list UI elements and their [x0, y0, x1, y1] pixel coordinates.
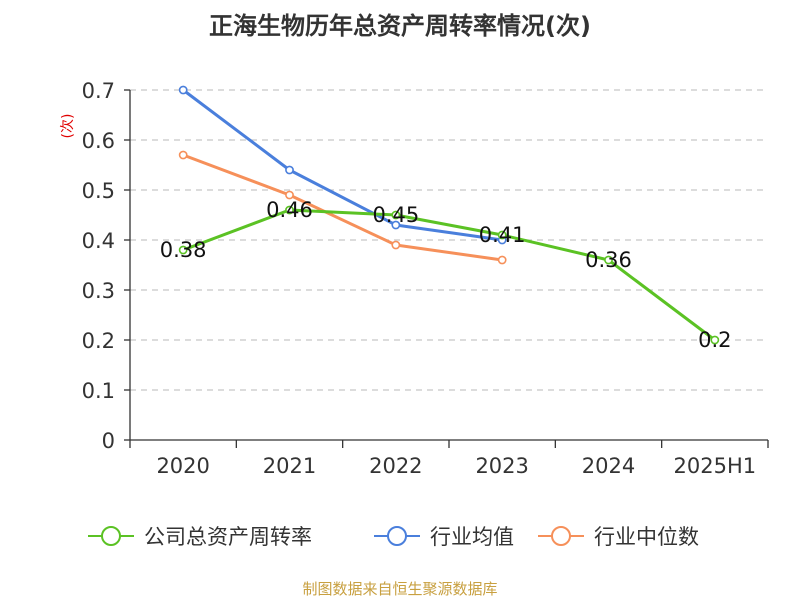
legend-item: 行业中位数: [538, 525, 699, 549]
data-label: 0.41: [479, 223, 526, 247]
data-label: 0.45: [372, 203, 419, 227]
y-tick-label: 0.6: [82, 129, 115, 153]
series-line: [181, 208, 717, 342]
y-tick-label: 0.3: [82, 279, 115, 303]
data-point: [391, 240, 401, 250]
legend-swatch-marker: [551, 526, 571, 546]
source-note: 制图数据来自恒生聚源数据库: [302, 580, 497, 598]
data-labels: 0.38 0.46 0.45 0.41 0.36 0.2: [160, 198, 732, 352]
y-tick-label: 0.5: [82, 179, 115, 203]
legend-item: 公司总资产周转率: [88, 525, 312, 549]
data-label: 0.46: [266, 198, 313, 222]
x-tick-label: 2024: [582, 454, 635, 478]
legend-label: 公司总资产周转率: [144, 525, 312, 549]
y-tick-label: 0.2: [82, 329, 115, 353]
legend-swatch-marker: [101, 526, 121, 546]
legend-label: 行业中位数: [594, 525, 699, 549]
data-point: [178, 150, 188, 160]
data-point: [178, 85, 188, 95]
x-tick-label: 2025H1: [674, 454, 757, 478]
axes: 0 0.1 0.2 0.3 0.4 0.5 0.6 0.7 2020 2021 2022 2023 20…: [82, 79, 769, 478]
data-point: [391, 220, 401, 230]
y-tick-label: 0.7: [82, 79, 115, 103]
y-tick-label: 0.4: [82, 229, 115, 253]
chart-title: 正海生物历年总资产周转率情况(次): [209, 12, 591, 40]
data-point: [391, 210, 401, 220]
series-line: [181, 88, 504, 242]
data-label: 0.36: [585, 248, 632, 272]
legend-label: 行业均值: [430, 525, 514, 549]
data-label: 0.38: [160, 238, 207, 262]
series-line: [181, 153, 504, 262]
legend: 公司总资产周转率 行业均值 行业中位数: [88, 525, 699, 549]
data-point: [285, 165, 294, 175]
legend-item: 行业均值: [374, 525, 514, 549]
y-tick-label: 0.1: [82, 379, 115, 403]
x-tick-label: 2023: [475, 454, 528, 478]
legend-swatch-marker: [387, 526, 407, 546]
data-point: [497, 230, 507, 240]
y-tick-label: 0: [102, 429, 115, 453]
data-point: [604, 255, 613, 265]
grid-lines: [130, 89, 768, 391]
data-point: [710, 335, 720, 345]
x-tick-label: 2022: [369, 454, 422, 478]
data-point: [285, 190, 294, 200]
data-point: [178, 245, 188, 255]
series-lines: [178, 85, 720, 345]
data-point: [285, 205, 294, 215]
data-point: [497, 255, 507, 265]
x-tick-label: 2020: [156, 454, 209, 478]
y-axis-label: (次): [60, 114, 76, 139]
data-label: 0.2: [698, 328, 731, 352]
x-tick-label: 2021: [263, 454, 316, 478]
